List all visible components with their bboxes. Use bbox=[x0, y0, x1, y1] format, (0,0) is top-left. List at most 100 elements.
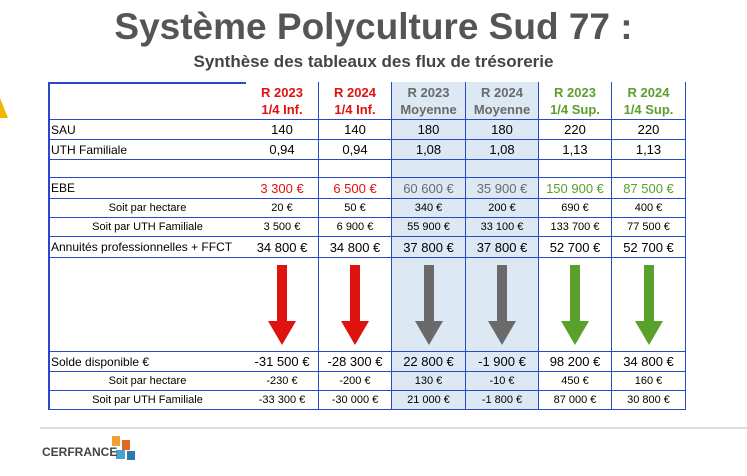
value-cell: 340 € bbox=[392, 199, 466, 218]
cell-text: 1/4 Inf. bbox=[334, 101, 376, 117]
cell-text: 22 800 € bbox=[403, 354, 454, 369]
value-cell: 30 800 € bbox=[612, 391, 686, 410]
value-cell: 1,13 bbox=[612, 140, 686, 160]
value-cell: 37 800 € bbox=[392, 237, 466, 258]
cell-text: R 2024 bbox=[334, 84, 376, 100]
cell-text: 3 300 € bbox=[260, 180, 304, 196]
value-cell: 1,08 bbox=[466, 140, 539, 160]
cell-text: UTH Familiale bbox=[51, 142, 128, 157]
arrow-cell bbox=[392, 258, 466, 352]
column-header: R 2024 Moyenne bbox=[466, 82, 539, 120]
cell-text: 180 bbox=[417, 122, 440, 137]
cell-text: 0,94 bbox=[342, 142, 368, 157]
value-cell: 87 500 € bbox=[612, 178, 686, 199]
value-cell: 37 800 € bbox=[466, 237, 539, 258]
cell-text: -30 000 € bbox=[331, 394, 379, 406]
value-cell: 1,13 bbox=[539, 140, 612, 160]
cell-text: 1/4 Inf. bbox=[261, 101, 303, 117]
value-cell: 400 € bbox=[612, 199, 686, 218]
cell-text: 1,13 bbox=[562, 142, 588, 157]
cell-text: R 2024 bbox=[627, 84, 670, 100]
value-cell: 55 900 € bbox=[392, 218, 466, 237]
cell-text: 20 € bbox=[271, 202, 293, 214]
cell-text: 1/4 Sup. bbox=[623, 101, 674, 117]
value-cell: 133 700 € bbox=[539, 218, 612, 237]
cell-text: 98 200 € bbox=[549, 354, 601, 369]
arrow-cell bbox=[319, 258, 392, 352]
cell-text: 50 € bbox=[344, 202, 366, 214]
table: R 2023 1/4 Inf. R 2024 1/4 Inf. R 2023 Moyenn… bbox=[48, 82, 686, 410]
cell-text: R 2023 bbox=[261, 84, 303, 100]
column-header: R 2023 1/4 Inf. bbox=[246, 82, 319, 120]
value-cell: 3 300 € bbox=[246, 178, 319, 199]
cell-text: 160 € bbox=[634, 375, 663, 387]
cell-text: Moyenne bbox=[473, 101, 531, 117]
cell-text: Soit par hectare bbox=[108, 375, 187, 387]
value-cell: 77 500 € bbox=[612, 218, 686, 237]
row-label: EBE bbox=[48, 178, 248, 199]
value-cell: 34 800 € bbox=[612, 352, 686, 372]
row-label: Soit par hectare bbox=[48, 199, 248, 218]
blank-cell bbox=[319, 160, 392, 178]
value-cell: 60 600 € bbox=[392, 178, 466, 199]
value-cell: 180 bbox=[392, 120, 466, 140]
value-cell: 160 € bbox=[612, 372, 686, 391]
cell-text: 34 800 € bbox=[329, 239, 381, 255]
arrow-cell bbox=[466, 258, 539, 352]
value-cell: 690 € bbox=[539, 199, 612, 218]
row-label: UTH Familiale bbox=[48, 140, 248, 160]
row-label: Solde disponible € bbox=[48, 352, 248, 372]
cell-text: 37 800 € bbox=[476, 239, 528, 255]
value-cell: -30 000 € bbox=[319, 391, 392, 410]
cell-text: -200 € bbox=[339, 375, 371, 387]
value-cell: 52 700 € bbox=[612, 237, 686, 258]
value-cell: 0,94 bbox=[246, 140, 319, 160]
value-cell: -28 300 € bbox=[319, 352, 392, 372]
column-header: R 2023 Moyenne bbox=[392, 82, 466, 120]
cell-text: 6 900 € bbox=[336, 221, 374, 233]
cell-text: 55 900 € bbox=[407, 221, 450, 233]
title: Système Polyculture Sud 77 : bbox=[114, 6, 633, 47]
row-label: Annuités professionnelles + FFCT bbox=[48, 237, 248, 258]
blank-cell bbox=[466, 160, 539, 178]
arrow-cell bbox=[246, 258, 319, 352]
cell-text: 87 000 € bbox=[553, 394, 597, 406]
arrow-cell bbox=[612, 258, 686, 352]
cell-text: SAU bbox=[51, 122, 76, 137]
cell-text: 34 800 € bbox=[623, 354, 674, 369]
value-cell: -230 € bbox=[246, 372, 319, 391]
cell-text: 1,08 bbox=[489, 142, 515, 157]
cell-text: 690 € bbox=[561, 202, 589, 214]
cell-text: 37 800 € bbox=[403, 239, 454, 255]
cell-text: -1 900 € bbox=[478, 354, 526, 369]
value-cell: 87 000 € bbox=[539, 391, 612, 410]
subtitle: Synthèse des tableaux des flux de trésor… bbox=[193, 52, 554, 71]
value-cell: 140 bbox=[246, 120, 319, 140]
cell-text: 21 000 € bbox=[407, 394, 450, 406]
cell-text: 340 € bbox=[414, 202, 443, 214]
cell-text: 133 700 € bbox=[550, 221, 600, 233]
column-header: R 2023 1/4 Sup. bbox=[539, 82, 612, 120]
cell-text: Soit par UTH Familiale bbox=[92, 394, 203, 406]
blank-cell bbox=[392, 160, 466, 178]
cell-text: 60 600 € bbox=[403, 180, 454, 196]
cell-text: R 2023 bbox=[554, 84, 596, 100]
cell-text: 77 500 € bbox=[627, 221, 670, 233]
cell-text: 140 bbox=[344, 122, 366, 137]
row-label: Soit par UTH Familiale bbox=[48, 391, 248, 410]
value-cell: 34 800 € bbox=[246, 237, 319, 258]
value-cell: 130 € bbox=[392, 372, 466, 391]
value-cell: -31 500 € bbox=[246, 352, 319, 372]
arrow-cell bbox=[539, 258, 612, 352]
value-cell: 0,94 bbox=[319, 140, 392, 160]
cell-text: 200 € bbox=[488, 202, 516, 214]
arrow bbox=[561, 264, 589, 345]
value-cell: 6 900 € bbox=[319, 218, 392, 237]
arrow bbox=[414, 264, 443, 345]
cell-text: Solde disponible € bbox=[51, 354, 150, 369]
value-cell: 98 200 € bbox=[539, 352, 612, 372]
value-cell: -1 900 € bbox=[466, 352, 539, 372]
cell-text: 150 900 € bbox=[546, 180, 604, 196]
cell-text: 1,13 bbox=[635, 142, 662, 157]
